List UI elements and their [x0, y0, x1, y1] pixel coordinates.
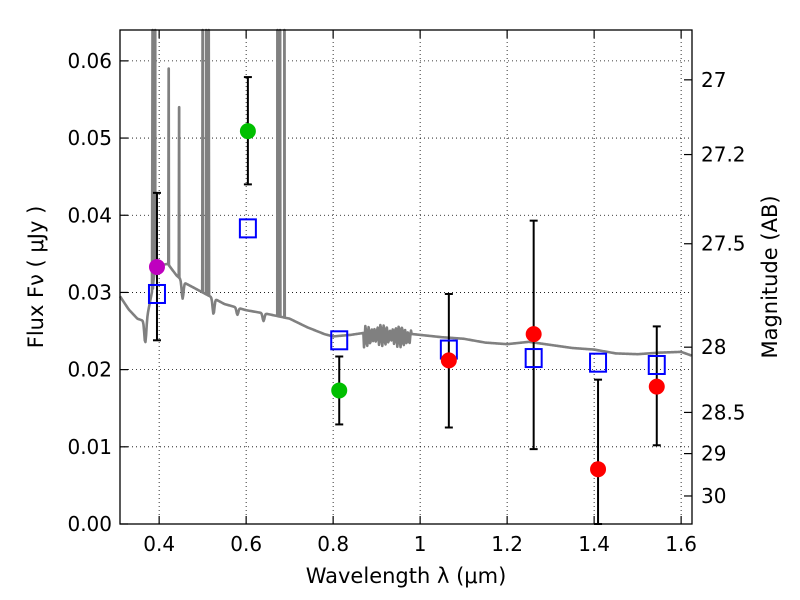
y-tick-label: 0.04	[67, 203, 112, 227]
observed-point	[148, 258, 165, 275]
x-tick-label: 0.6	[230, 532, 262, 556]
model-point	[589, 352, 608, 373]
mag-tick-label: 28	[701, 335, 726, 359]
y-tick-label: 0.05	[67, 126, 112, 150]
magnitude-axis: 27 27.2 27.5 28 28.5 29 30	[684, 68, 746, 508]
y-axis: 0.00 0.01 0.02 0.03 0.04 0.05 0.06	[67, 49, 128, 536]
observed-point	[440, 352, 457, 369]
observed-point	[239, 123, 256, 140]
observed-point	[331, 382, 348, 399]
model-point	[147, 283, 166, 304]
model-point	[647, 354, 666, 375]
plot-frame	[119, 29, 693, 525]
mag-tick-label: 30	[701, 484, 726, 508]
x-axis-label: Wavelength λ (μm)	[306, 564, 507, 588]
y-tick-label: 0.00	[67, 512, 112, 536]
y-tick-label: 0.02	[67, 358, 112, 382]
y-axis-label: Flux Fν ( μJy )	[24, 206, 48, 349]
model-point	[330, 330, 349, 351]
model-point	[524, 348, 543, 369]
error-bars	[152, 76, 661, 525]
x-tick-label: 0.4	[143, 532, 175, 556]
observed-point	[590, 461, 607, 478]
mag-tick-label: 27.2	[701, 143, 746, 167]
y-tick-label: 0.03	[67, 280, 112, 304]
y-tick-label: 0.01	[67, 435, 112, 459]
x-tick-label: 1.6	[665, 532, 697, 556]
x-tick-label: 1.4	[578, 532, 610, 556]
mag-tick-label: 27.5	[701, 232, 746, 256]
x-axis: 0.4 0.6 0.8 1 1.2 1.4 1.6	[143, 30, 697, 556]
x-tick-label: 1.2	[491, 532, 523, 556]
x-tick-label: 0.8	[317, 532, 349, 556]
model-point	[238, 218, 257, 239]
observed-point	[525, 326, 542, 343]
grid	[120, 30, 692, 524]
observed-point	[648, 378, 665, 395]
mag-tick-label: 29	[701, 442, 726, 466]
x-tick-label: 1	[414, 532, 427, 556]
mag-tick-label: 27	[701, 68, 726, 92]
observed-points	[148, 123, 665, 478]
y-tick-label: 0.06	[67, 49, 112, 73]
model-bandpass-points	[147, 218, 666, 375]
sed-model	[118, 28, 693, 357]
right-axis-label: Magnitude (AB)	[758, 195, 782, 358]
mag-tick-label: 28.5	[701, 400, 746, 424]
